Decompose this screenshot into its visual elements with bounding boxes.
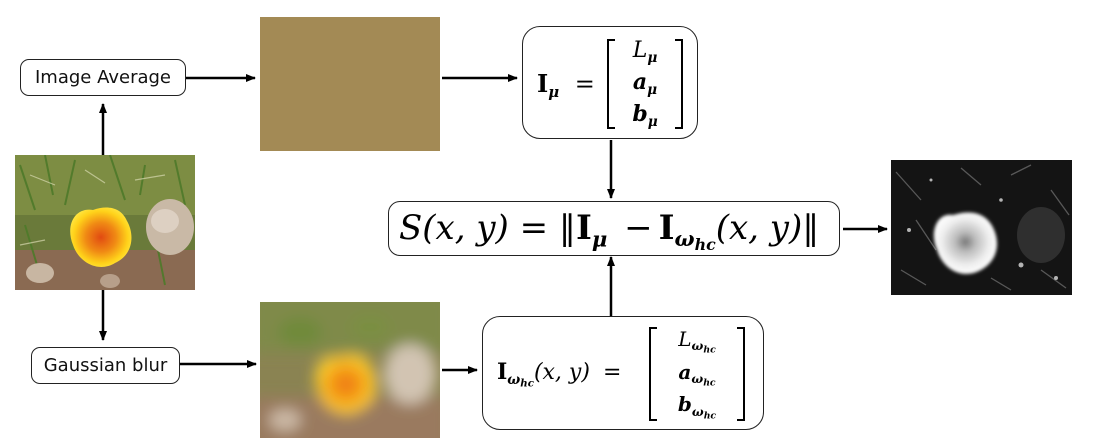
image-average-label: Image Average: [34, 67, 171, 88]
input-flower-image: [15, 155, 195, 290]
i-whc-left-bracket: [649, 327, 657, 421]
i-mu-lhs: Iμ =: [537, 69, 595, 102]
gaussian-blur-node: Gaussian blur: [31, 347, 180, 384]
i-whc-equation-box: Iωhc(x, y) = Lωhc aωhc bωhc: [482, 316, 764, 430]
image-average-node: Image Average: [20, 59, 186, 96]
i-whc-vector: Lωhc aωhc bωhc: [677, 327, 717, 421]
i-whc-right-bracket: [737, 327, 745, 421]
saliency-equation: S(x, y) = ‖Iμ − Iωhc(x, y)‖: [399, 208, 820, 255]
i-whc-lhs: Iωhc(x, y) =: [497, 359, 622, 390]
blurred-flower-image: [260, 302, 440, 438]
i-mu-vector: Lμ aμ bμ: [632, 38, 658, 130]
saliency-map-image: [891, 160, 1072, 295]
i-mu-right-bracket: [675, 39, 683, 129]
gaussian-blur-label: Gaussian blur: [43, 355, 168, 376]
i-mu-left-bracket: [607, 39, 615, 129]
i-mu-equation-box: Iμ = Lμ aμ bμ: [522, 26, 698, 139]
saliency-equation-box: S(x, y) = ‖Iμ − Iωhc(x, y)‖: [388, 201, 840, 256]
average-color-swatch: [260, 17, 440, 151]
